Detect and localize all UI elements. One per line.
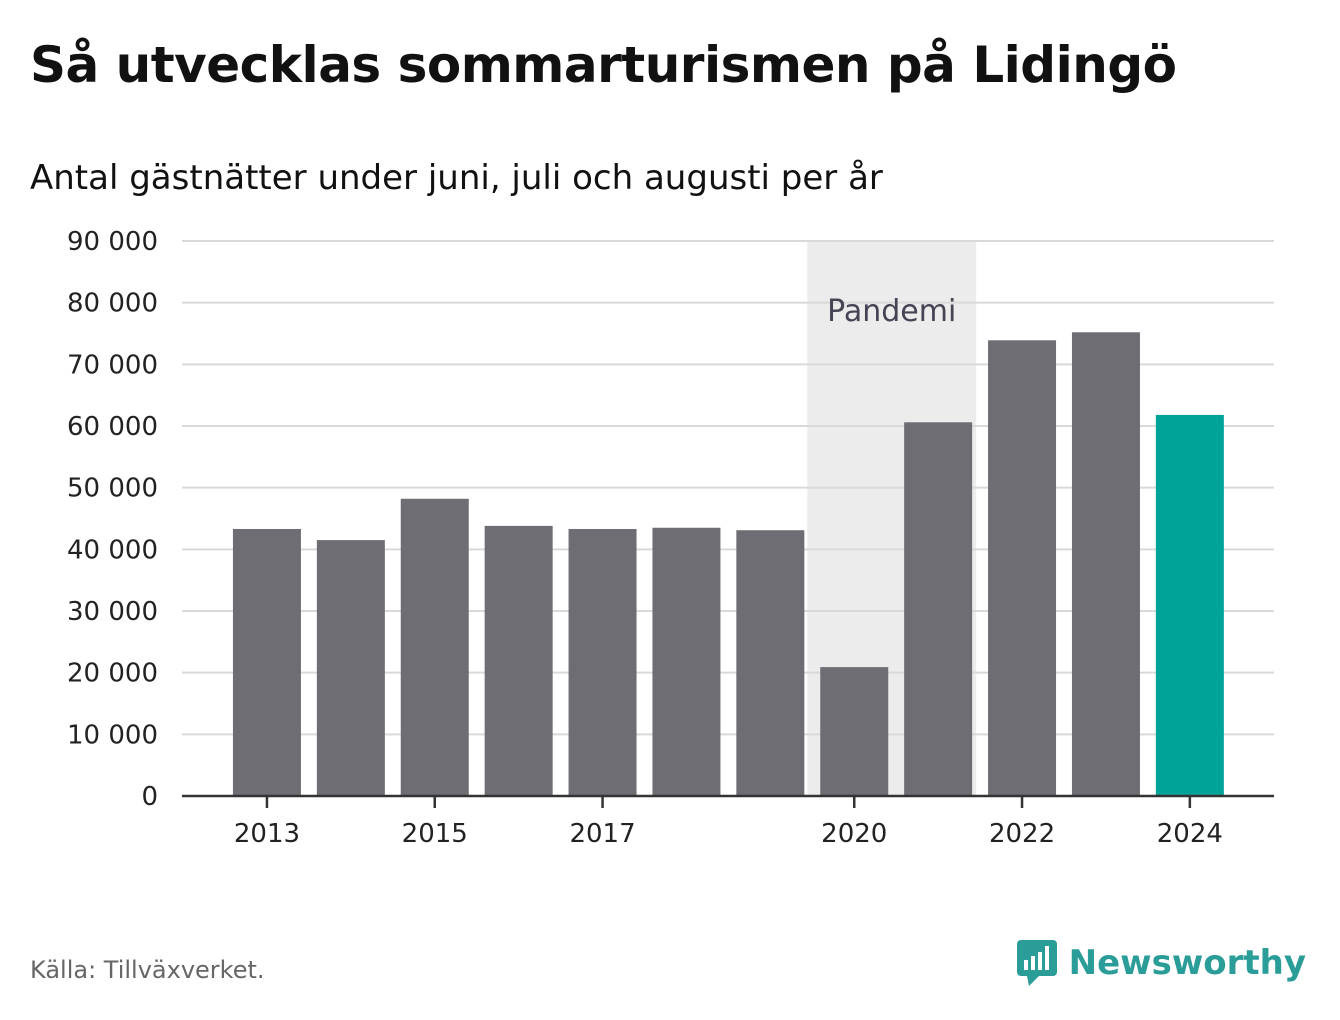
bar-2022[interactable] [988, 340, 1057, 796]
bar-2016[interactable] [484, 525, 553, 796]
bar-2017[interactable] [568, 528, 637, 796]
bar-2015[interactable] [400, 498, 469, 796]
chart-subtitle: Antal gästnätter under juni, juli och au… [30, 158, 883, 198]
x-tick-label: 2022 [989, 819, 1055, 849]
bar-chart-logo-icon [1016, 940, 1057, 986]
bar-2014[interactable] [316, 540, 385, 796]
bar-2021[interactable] [904, 422, 973, 796]
newsworthy-logo[interactable]: Newsworthy [1016, 940, 1306, 986]
y-tick-label: 50 000 [67, 474, 158, 504]
x-tick-label: 2017 [569, 819, 635, 849]
chart-title: Så utvecklas sommarturismen på Lidingö [30, 36, 1177, 94]
y-tick-label: 30 000 [67, 597, 158, 627]
labels: Pandemi 0 10 000 20 000 30 000 40 000 50 000 60… [67, 227, 1223, 849]
bar-2013[interactable] [232, 528, 301, 796]
y-tick-label: 90 000 [67, 227, 158, 257]
x-tick-label: 2020 [821, 819, 887, 849]
bar-2024[interactable] [1155, 414, 1224, 796]
x-tick-label: 2013 [234, 819, 300, 849]
x-tick-label: 2024 [1157, 819, 1223, 849]
bar-2020[interactable] [820, 667, 889, 796]
y-tick-label: 70 000 [67, 350, 158, 380]
brand-name: Newsworthy [1068, 943, 1306, 983]
axes [182, 794, 1274, 808]
bar-2018[interactable] [652, 527, 721, 796]
source-note: Källa: Tillväxverket. [30, 956, 265, 984]
y-tick-label: 10 000 [67, 720, 158, 750]
y-tick-label: 20 000 [67, 659, 158, 689]
y-tick-label: 40 000 [67, 535, 158, 565]
y-tick-label: 80 000 [67, 289, 158, 319]
bars [232, 332, 1224, 796]
pandemic-annotation: Pandemi [827, 294, 956, 329]
y-tick-label: 0 [141, 782, 158, 812]
x-tick-label: 2015 [402, 819, 468, 849]
y-tick-label: 60 000 [67, 412, 158, 442]
bar-2019[interactable] [736, 530, 805, 796]
bar-2023[interactable] [1071, 332, 1140, 796]
